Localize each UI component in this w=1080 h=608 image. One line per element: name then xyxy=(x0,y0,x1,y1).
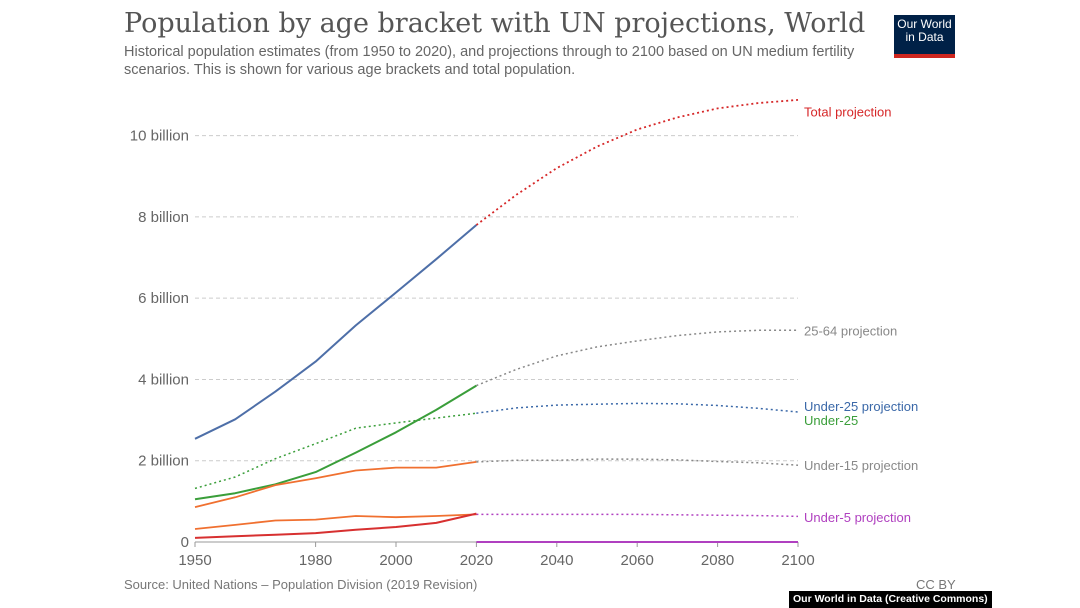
license-link[interactable]: CC BY xyxy=(916,577,956,592)
series-age25_64_projection xyxy=(476,329,798,387)
x-tick-label: 2100 xyxy=(781,552,814,569)
x-tick-label: 2080 xyxy=(701,552,734,569)
series-label-under25_projection_future: Under-25 projection xyxy=(804,399,918,414)
series-total_projection xyxy=(475,99,799,226)
x-tick-label: 2020 xyxy=(460,552,493,569)
chart-subtitle: Historical population estimates (from 19… xyxy=(124,44,855,78)
series-age25_64 xyxy=(194,384,477,501)
source-note[interactable]: Source: United Nations – Population Divi… xyxy=(124,577,478,592)
x-tick-label: 2060 xyxy=(621,552,654,569)
series-under15 xyxy=(194,461,477,508)
y-tick-label: 10 billion xyxy=(130,128,189,145)
x-tick-label: 1980 xyxy=(299,552,332,569)
series-label-age25_64_projection: 25-64 projection xyxy=(804,324,897,339)
x-tick-label: 2000 xyxy=(379,552,412,569)
logo-line-2: in Data xyxy=(905,30,944,44)
y-tick-label: 8 billion xyxy=(138,209,189,226)
series-label-under5_projection: Under-5 projection xyxy=(804,510,911,525)
y-tick-label: 2 billion xyxy=(138,453,189,470)
chart-title: Population by age bracket with UN projec… xyxy=(124,8,866,39)
logo-line-1: Our World xyxy=(897,17,952,31)
series-label-total_projection: Total projection xyxy=(804,104,891,119)
image-credit: Our World in Data (Creative Commons) xyxy=(789,591,992,608)
series-total xyxy=(194,224,478,440)
y-tick-label: 0 xyxy=(181,534,189,551)
series-under1 xyxy=(194,512,477,539)
owid-logo[interactable]: Our World in Data xyxy=(894,15,955,58)
series-under15_projection xyxy=(476,458,799,466)
y-tick-label: 6 billion xyxy=(138,290,189,307)
y-tick-label: 4 billion xyxy=(138,371,189,388)
x-tick-label: 1950 xyxy=(178,552,211,569)
series-under25_projection_future xyxy=(476,402,799,414)
series-under5_projection xyxy=(476,513,799,518)
series-under25_projection xyxy=(194,412,477,490)
x-tick-label: 2040 xyxy=(540,552,573,569)
series-label-under15_projection: Under-15 projection xyxy=(804,458,918,473)
series-under5 xyxy=(194,513,477,530)
series-label-under25: Under-25 xyxy=(804,413,858,428)
